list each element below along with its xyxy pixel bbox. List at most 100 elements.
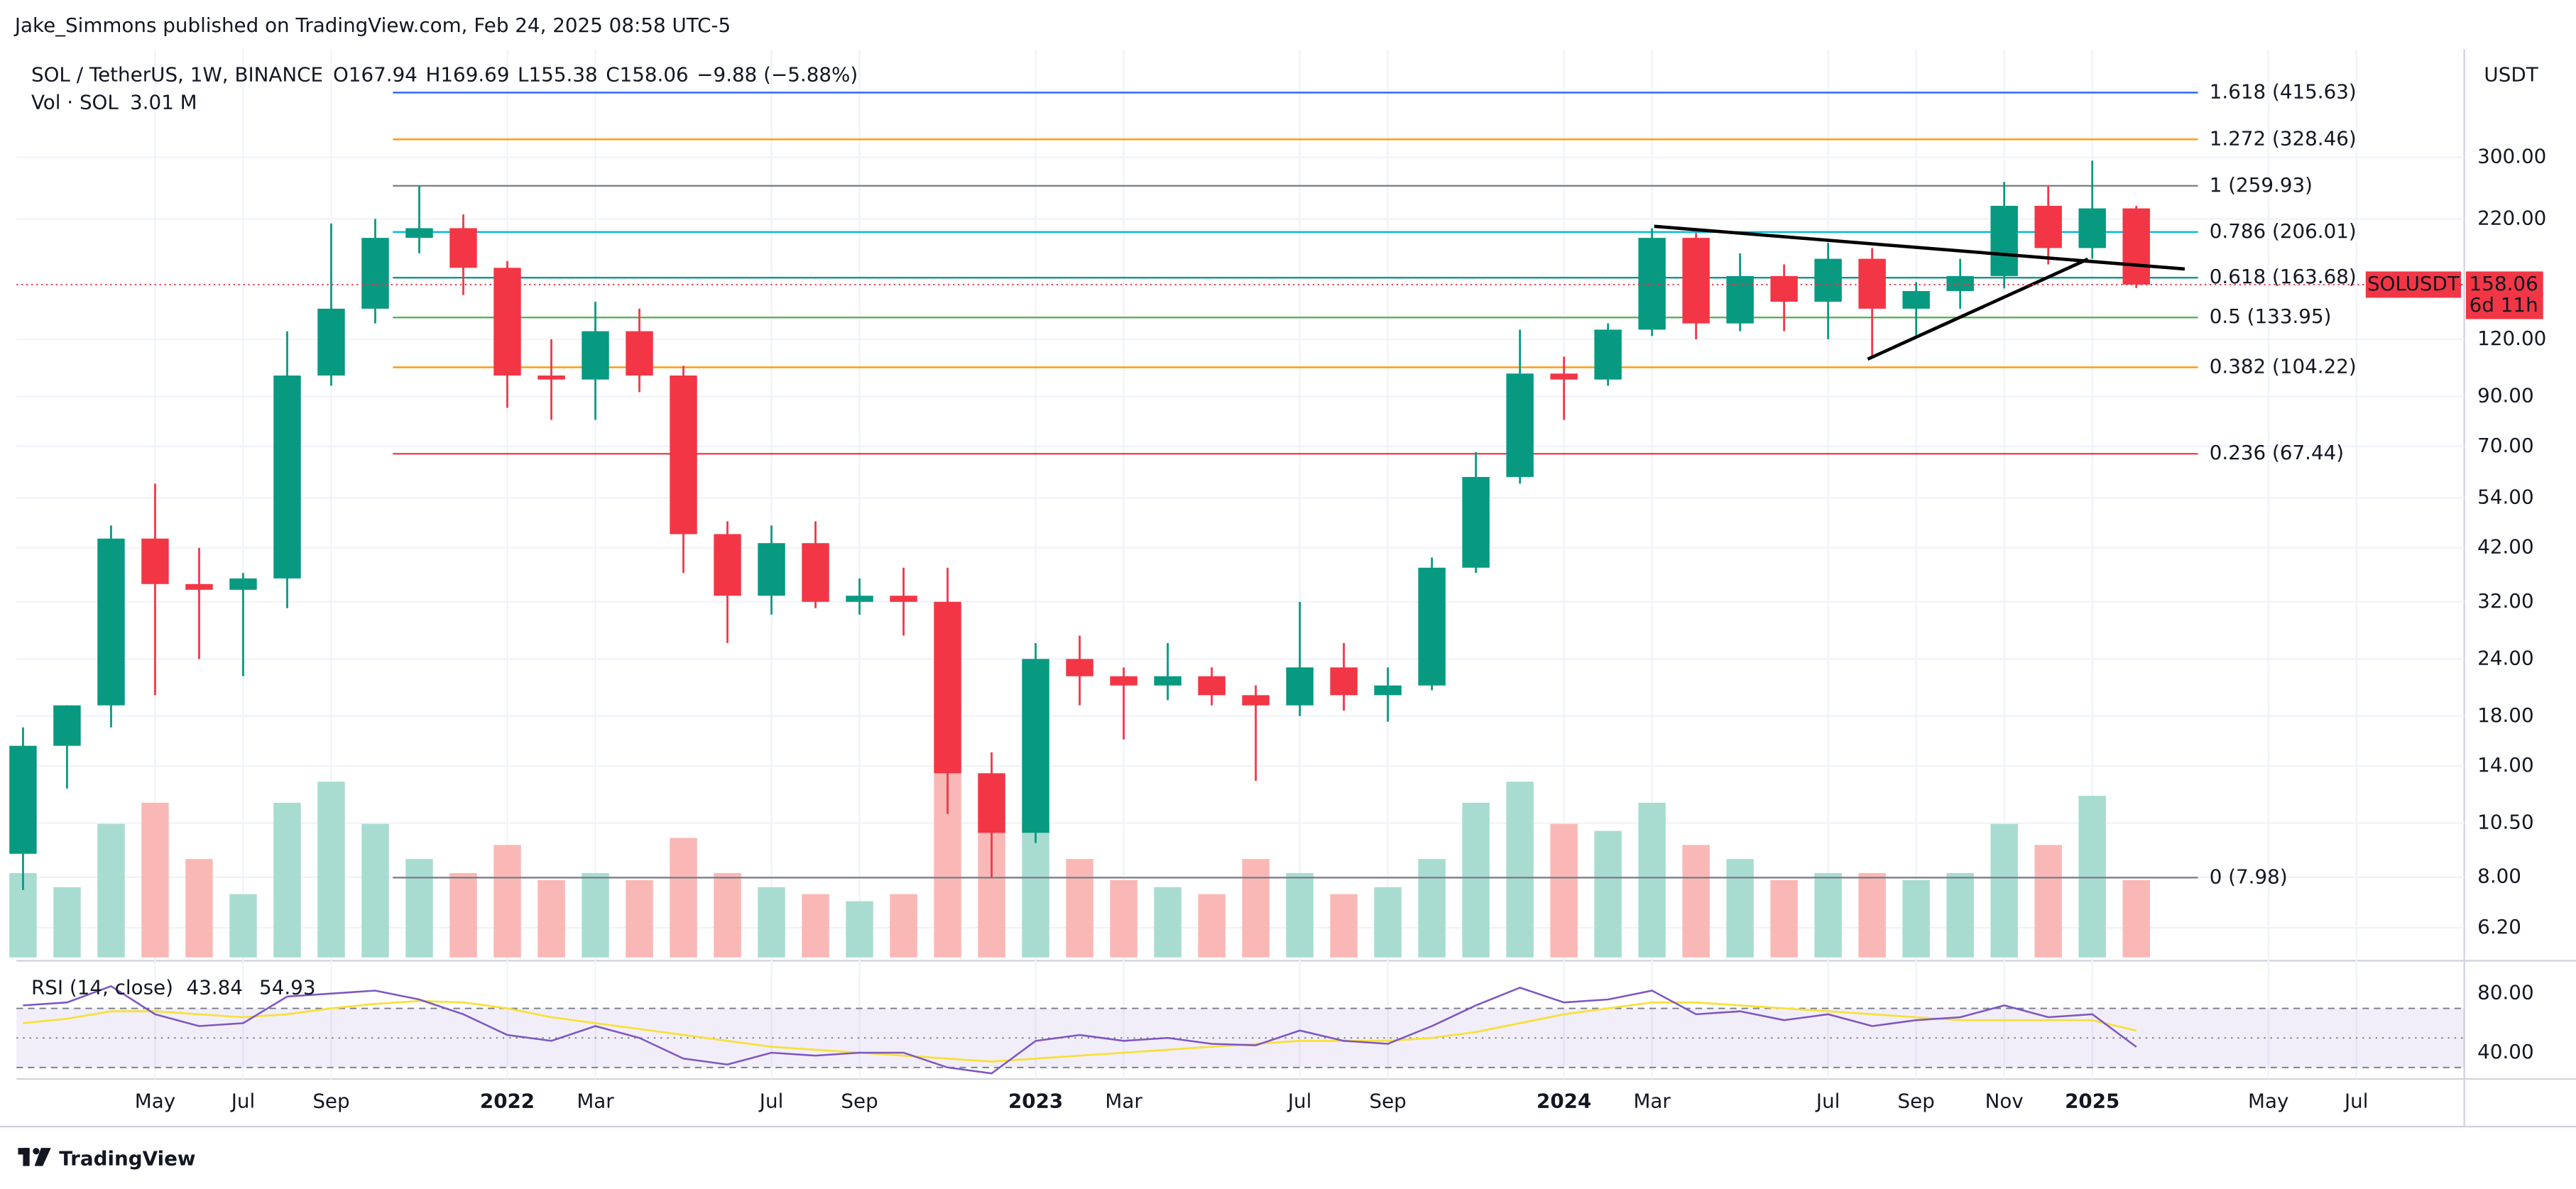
volume-bar <box>493 845 521 958</box>
fib-label: 0.5 (133.95) <box>2210 305 2332 328</box>
candle-body <box>1154 676 1181 686</box>
volume-bar <box>1682 845 1710 958</box>
candle-body <box>229 578 257 590</box>
ohlc-label: H <box>426 62 441 86</box>
y-tick-label: 24.00 <box>2477 646 2533 669</box>
x-tick-label: Mar <box>577 1089 614 1112</box>
rsi-tick-label: 40.00 <box>2477 1040 2533 1063</box>
candle-body <box>2034 205 2062 248</box>
y-tick-label: 54.00 <box>2477 485 2533 508</box>
fib-label: 0 (7.98) <box>2210 865 2288 888</box>
candle-body <box>1110 676 1137 686</box>
fib-label: 0.618 (163.68) <box>2210 265 2357 288</box>
candle-body <box>714 534 741 596</box>
candle-body <box>361 238 389 309</box>
candle-body <box>273 376 301 579</box>
rsi-label: RSI (14, close) <box>31 976 173 999</box>
candle-body <box>9 745 37 854</box>
fib-label: 0.236 (67.44) <box>2210 441 2344 464</box>
volume-bar <box>1946 872 1974 958</box>
x-tick-label: Jul <box>1815 1089 1840 1112</box>
volume-bar <box>2122 880 2150 958</box>
candle-body <box>890 596 917 602</box>
volume-bar <box>1462 802 1490 958</box>
volume-bar <box>1990 823 2018 958</box>
volume-bar <box>449 872 477 958</box>
candle-body <box>1726 275 1754 324</box>
y-tick-label: 6.20 <box>2477 915 2521 938</box>
candle-body <box>141 538 169 584</box>
volume-bar <box>1242 859 1270 958</box>
ohlc-label: C <box>606 62 619 86</box>
x-tick-label: Jul <box>1287 1089 1311 1112</box>
y-tick-label: 220.00 <box>2477 206 2546 229</box>
x-tick-label: May <box>2248 1089 2288 1112</box>
volume-bar <box>361 823 389 958</box>
y-tick-label: 300.00 <box>2477 145 2546 168</box>
volume-bar <box>1814 872 1842 958</box>
volume-bar <box>1726 859 1754 958</box>
x-tick-label: 2025 <box>2065 1089 2119 1112</box>
volume-bar <box>1154 887 1181 958</box>
x-tick-label: Sep <box>312 1089 349 1112</box>
volume-bar <box>405 859 433 958</box>
price-tag-countdown: 6d 11h <box>2469 293 2538 317</box>
ohlc-value: 158.06 <box>620 62 689 86</box>
fib-label: 1.618 (415.63) <box>2210 80 2357 103</box>
x-tick-label: Sep <box>1898 1089 1935 1112</box>
volume-bar <box>53 887 81 958</box>
volume-bar <box>97 823 125 958</box>
volume-bar <box>273 802 301 958</box>
x-tick-label: May <box>135 1089 175 1112</box>
candle-body <box>317 308 345 376</box>
candle-body <box>2078 208 2106 248</box>
candle-body <box>1682 238 1710 324</box>
ohlc-value: 155.38 <box>529 62 598 86</box>
candle-body <box>53 705 81 746</box>
volume-bar <box>1286 872 1314 958</box>
volume-bar <box>802 894 829 958</box>
volume-bar <box>670 838 697 958</box>
candle-body <box>1418 567 1446 686</box>
candle-body <box>802 543 829 602</box>
candle-body <box>1858 258 1886 309</box>
x-tick-label: Sep <box>841 1089 878 1112</box>
currency-label: USDT <box>2484 62 2538 86</box>
volume-bar <box>2078 795 2106 958</box>
candle-body <box>1902 291 1930 309</box>
tv-logo <box>18 1148 51 1166</box>
candle-body <box>2122 208 2150 285</box>
candle-body <box>1594 329 1622 380</box>
rsi-ma-value: 54.93 <box>259 976 315 999</box>
y-tick-label: 42.00 <box>2477 535 2533 559</box>
volume-bar <box>1770 880 1798 958</box>
candle-body <box>1066 659 1093 676</box>
y-tick-label: 120.00 <box>2477 327 2546 350</box>
x-tick-label: Jul <box>230 1089 255 1112</box>
volume-bar <box>1022 823 1049 958</box>
ohlc-value: 169.69 <box>440 62 509 86</box>
volume-bar <box>1066 859 1093 958</box>
y-tick-label: 90.00 <box>2477 384 2533 407</box>
fib-label: 0.786 (206.01) <box>2210 219 2357 243</box>
x-tick-label: Nov <box>1985 1089 2024 1112</box>
volume-bar <box>1330 894 1358 958</box>
volume-bar <box>714 872 741 958</box>
y-tick-label: 10.50 <box>2477 811 2533 834</box>
volume-bar <box>229 894 257 958</box>
candle-body <box>934 601 961 774</box>
volume-bar <box>1418 859 1446 958</box>
volume-bar <box>1110 880 1137 958</box>
rsi-value: 43.84 <box>186 976 242 999</box>
rsi-tick-label: 80.00 <box>2477 981 2533 1004</box>
candle-body <box>1374 685 1402 696</box>
trendline <box>1654 224 2185 271</box>
change-label: −9.88 (−5.88%) <box>697 62 858 86</box>
candle-body <box>1550 373 1578 380</box>
rsi-line <box>23 985 2137 1075</box>
volume-bar <box>1858 872 1886 958</box>
ohlc-value: 167.94 <box>349 62 417 86</box>
price-tag-bg <box>2465 271 2543 319</box>
